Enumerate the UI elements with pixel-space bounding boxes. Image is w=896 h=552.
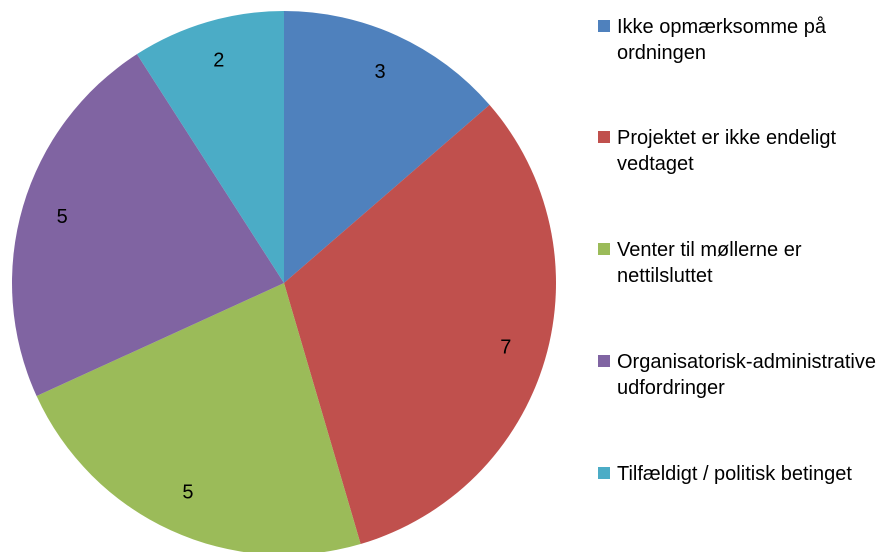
legend-label: Venter til møllerne er nettilsluttet <box>617 239 802 287</box>
pie-slice <box>36 283 361 552</box>
legend-swatch <box>598 467 610 479</box>
legend-label: Projektet er ikke endeligt vedtaget <box>617 127 837 175</box>
legend-label: Ikke opmærksomme på ordningen <box>617 16 826 64</box>
data-label: 7 <box>500 336 511 358</box>
legend-item: Venter til møllerne er nettilsluttet <box>598 237 888 289</box>
legend-item: Organisatorisk-administrative udfordring… <box>598 349 888 401</box>
legend-item: Ikke opmærksomme på ordningen <box>598 14 888 66</box>
data-label: 2 <box>213 49 224 71</box>
legend-swatch <box>598 20 610 32</box>
pie-slice <box>136 11 284 283</box>
data-label: 5 <box>57 206 68 228</box>
pie-slice <box>284 11 490 283</box>
legend-label: Organisatorisk-administrative udfordring… <box>617 351 876 399</box>
data-label: 5 <box>182 482 193 504</box>
legend-item: Projektet er ikke endeligt vedtaget <box>598 125 888 177</box>
legend-swatch <box>598 355 610 367</box>
legend-item: Tilfældigt / politisk betinget <box>598 461 888 487</box>
pie-slice <box>284 104 557 544</box>
legend-swatch <box>598 131 610 143</box>
legend-swatch <box>598 243 610 255</box>
legend-label: Tilfældigt / politisk betinget <box>617 463 852 485</box>
data-label: 3 <box>374 61 385 83</box>
pie-slice <box>11 54 285 396</box>
